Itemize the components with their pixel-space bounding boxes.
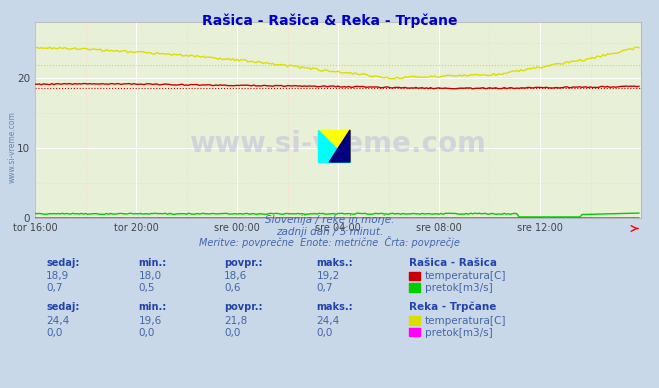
Text: 0,5: 0,5 [138, 283, 155, 293]
Text: 0,6: 0,6 [224, 283, 241, 293]
Text: 18,6: 18,6 [224, 271, 247, 281]
Text: 19,6: 19,6 [138, 316, 161, 326]
Text: min.:: min.: [138, 302, 167, 312]
Text: zadnji dan / 5 minut.: zadnji dan / 5 minut. [276, 227, 383, 237]
Text: pretok[m3/s]: pretok[m3/s] [425, 327, 493, 338]
Text: 24,4: 24,4 [316, 316, 339, 326]
Text: 24,4: 24,4 [46, 316, 69, 326]
Text: Rašica - Rašica & Reka - Trpčane: Rašica - Rašica & Reka - Trpčane [202, 14, 457, 28]
Text: Meritve: povprečne  Enote: metrične  Črta: povprečje: Meritve: povprečne Enote: metrične Črta:… [199, 236, 460, 248]
Polygon shape [318, 130, 350, 162]
Text: sedaj:: sedaj: [46, 302, 80, 312]
Text: min.:: min.: [138, 258, 167, 268]
Text: Reka - Trpčane: Reka - Trpčane [409, 302, 496, 312]
Text: 0,0: 0,0 [316, 327, 333, 338]
Text: 18,0: 18,0 [138, 271, 161, 281]
Text: povpr.:: povpr.: [224, 302, 262, 312]
Text: Rašica - Rašica: Rašica - Rašica [409, 258, 497, 268]
Text: 21,8: 21,8 [224, 316, 247, 326]
Text: www.si-vreme.com: www.si-vreme.com [7, 111, 16, 184]
Text: www.si-vreme.com: www.si-vreme.com [190, 130, 486, 158]
Text: 0,0: 0,0 [46, 327, 63, 338]
Text: 18,9: 18,9 [46, 271, 69, 281]
Text: maks.:: maks.: [316, 258, 353, 268]
Text: 0,7: 0,7 [46, 283, 63, 293]
Text: sedaj:: sedaj: [46, 258, 80, 268]
Text: 0,0: 0,0 [138, 327, 155, 338]
Text: temperatura[C]: temperatura[C] [425, 271, 507, 281]
Text: 0,7: 0,7 [316, 283, 333, 293]
Polygon shape [330, 130, 350, 162]
Polygon shape [318, 130, 350, 162]
Text: 19,2: 19,2 [316, 271, 339, 281]
Text: 0,0: 0,0 [224, 327, 241, 338]
Text: temperatura[C]: temperatura[C] [425, 316, 507, 326]
Text: povpr.:: povpr.: [224, 258, 262, 268]
Text: Slovenija / reke in morje.: Slovenija / reke in morje. [265, 215, 394, 225]
Text: pretok[m3/s]: pretok[m3/s] [425, 283, 493, 293]
Text: maks.:: maks.: [316, 302, 353, 312]
